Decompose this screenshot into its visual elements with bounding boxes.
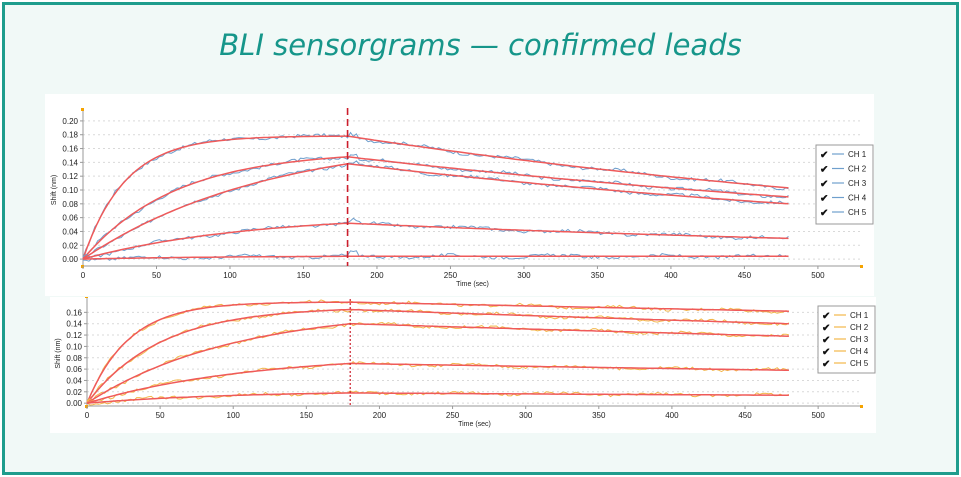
x-tick-label: 500 [811,411,825,420]
y-tick-label: 0.16 [62,145,78,154]
fit-line-ch-5 [82,255,789,260]
x-tick-label: 0 [81,271,86,280]
x-tick-label: 400 [665,411,679,420]
legend-check-icon: ✔ [822,359,830,370]
legend-label: CH 5 [850,359,869,368]
x-tick-label: 150 [300,411,314,420]
x-tick-label: 450 [738,271,752,280]
legend-label: CH 1 [848,150,867,159]
y-tick-label: 0.06 [62,214,78,223]
legend-label: CH 4 [848,194,867,203]
x-tick-label: 100 [223,271,237,280]
page-title: BLI sensorgrams — confirmed leads [219,28,742,62]
y-tick-label: 0.10 [62,186,78,195]
sensorgram-chart-1: 0.00 0.02 0.04 0.06 0.08 0.10 0.12 0.14 0.16 0.18… [51,108,874,288]
y-tick-label: 0.16 [66,308,82,317]
legend-check-icon: ✔ [820,208,828,219]
x-tick-label: 300 [517,271,531,280]
y-tick-label: 0.06 [66,365,82,374]
fit-line-ch-5 [86,392,789,404]
x-tick-label: 250 [444,271,458,280]
series-line-ch-3 [86,321,790,403]
legend-check-icon: ✔ [822,323,830,334]
fit-line-ch-2 [82,156,789,260]
y-tick-label: 0.02 [62,241,78,250]
sensorgram-chart-2: 0.00 0.02 0.04 0.06 0.08 0.10 0.12 0.14 0.16 0 50 1… [55,295,876,428]
x-tick-label: 300 [519,411,533,420]
fit-line-ch-4 [86,362,789,404]
legend-box [817,305,876,374]
fit-line-ch-1 [82,135,789,260]
legend-label: CH 3 [848,179,867,188]
series-line-ch-3 [82,160,789,258]
x-tick-label: 100 [227,411,241,420]
legend-check-icon: ✔ [820,165,828,176]
y-tick-label: 0.12 [62,172,78,181]
x-tick-label: 500 [811,271,825,280]
y-tick-label: 0.20 [62,117,78,126]
legend-check-icon: ✔ [822,311,830,322]
x-tick-label: 200 [370,271,384,280]
x-tick-label: 250 [446,411,460,420]
y-axis-label: Shift (nm) [55,338,62,368]
fit-line-ch-2 [86,308,789,404]
y-tick-label: 0.00 [66,399,82,408]
series-line-ch-4 [82,217,789,260]
legend-check-icon: ✔ [822,335,830,346]
y-tick-label: 0.02 [66,388,82,397]
legend-check-icon: ✔ [822,347,830,358]
y-tick-label: 0.04 [66,376,82,385]
y-tick-label: 0.18 [62,131,78,140]
x-tick-label: 450 [738,411,752,420]
x-tick-label: 50 [152,271,161,280]
x-tick-label: 0 [85,411,90,420]
legend-label: CH 5 [848,208,867,217]
series-line-ch-1 [82,131,789,258]
fit-line-ch-1 [86,301,789,404]
chart-panel-1: 0.00 0.02 0.04 0.06 0.08 0.10 0.12 0.14 0.16 0.18… [45,94,874,296]
y-tick-label: 0.14 [62,158,78,167]
y-tick-label: 0.12 [66,331,82,340]
y-tick-label: 0.10 [66,342,82,351]
x-tick-label: 350 [592,411,606,420]
legend-box [815,144,874,225]
y-tick-label: 0.08 [62,200,78,209]
fit-line-ch-4 [82,222,789,260]
legend-label: CH 1 [850,311,869,320]
legend-label: CH 2 [850,323,869,332]
y-tick-label: 0.00 [62,255,78,264]
series-line-ch-2 [82,153,789,258]
legend-check-icon: ✔ [820,179,828,190]
legend-check-icon: ✔ [820,150,828,161]
axis-corner-marker [81,108,84,111]
chart-panel-2: 0.00 0.02 0.04 0.06 0.08 0.10 0.12 0.14 0.16 0 50 1… [50,295,876,433]
x-tick-label: 150 [297,271,311,280]
x-tick-label: 50 [156,411,165,420]
legend-label: CH 4 [850,347,869,356]
axis-end-marker [860,405,863,408]
y-tick-label: 0.08 [66,354,82,363]
fit-line-ch-3 [86,322,789,404]
x-tick-label: 200 [373,411,387,420]
axis-end-marker [860,265,863,268]
fit-line-ch-3 [82,162,789,260]
x-tick-label: 350 [591,271,605,280]
y-tick-label: 0.04 [62,227,78,236]
x-axis-label: Time (sec) [458,421,491,428]
series-line-ch-1 [86,299,790,403]
y-tick-label: 0.14 [66,320,82,329]
y-axis-label: Shift (nm) [51,175,58,205]
axis-corner-marker [85,295,88,298]
x-axis-label: Time (sec) [456,281,489,288]
legend-check-icon: ✔ [820,194,828,205]
legend-label: CH 3 [850,335,869,344]
x-tick-label: 400 [664,271,678,280]
legend-label: CH 2 [848,165,867,174]
